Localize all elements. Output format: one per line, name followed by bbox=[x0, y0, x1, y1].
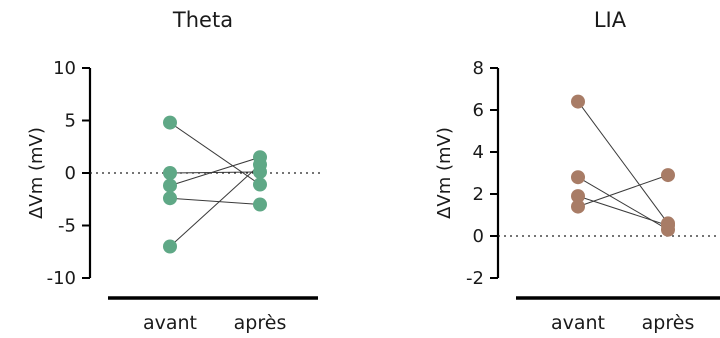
data-point-avant bbox=[571, 189, 585, 204]
data-point-apres bbox=[253, 157, 267, 172]
data-point-avant bbox=[163, 239, 177, 254]
data-point-avant bbox=[163, 166, 177, 180]
pair-line bbox=[577, 174, 669, 208]
data-point-avant bbox=[571, 170, 585, 185]
data-point-avant bbox=[163, 191, 177, 206]
y-tick-label: 0 bbox=[65, 163, 76, 184]
pair-line bbox=[577, 101, 669, 224]
y-tick-label: -2 bbox=[466, 268, 484, 289]
y-tick-label: 6 bbox=[473, 100, 484, 121]
chart-title: Theta bbox=[172, 8, 233, 32]
y-axis-label: ΔVm (mV) bbox=[434, 127, 455, 219]
x-category-label: après bbox=[642, 312, 695, 334]
y-tick-label: 5 bbox=[65, 111, 76, 132]
y-tick-label: -10 bbox=[47, 268, 76, 289]
data-point-apres bbox=[661, 168, 675, 183]
data-point-avant bbox=[571, 199, 585, 214]
data-point-avant bbox=[163, 115, 177, 130]
y-tick-label: 4 bbox=[473, 142, 484, 163]
y-tick-label: 8 bbox=[473, 58, 484, 79]
pair-line bbox=[169, 164, 261, 247]
pair-line bbox=[169, 197, 261, 205]
data-point-avant bbox=[571, 94, 585, 109]
data-point-apres bbox=[253, 177, 267, 192]
x-category-label: après bbox=[234, 312, 287, 334]
x-category-label: avant bbox=[143, 312, 197, 334]
y-tick-label: 2 bbox=[473, 184, 484, 205]
pair-line bbox=[169, 171, 261, 174]
pair-line bbox=[577, 195, 669, 226]
panel-theta: Theta ΔVm (mV) 10 5 0 -5 -10 avant après bbox=[26, 8, 322, 334]
pair-line bbox=[169, 156, 261, 187]
y-tick-label: 10 bbox=[53, 58, 76, 79]
y-axis-label: ΔVm (mV) bbox=[26, 127, 47, 219]
data-point-apres bbox=[661, 218, 675, 233]
data-point-apres bbox=[253, 197, 267, 212]
data-point-avant bbox=[163, 178, 177, 193]
pair-line bbox=[169, 122, 261, 185]
pair-line bbox=[577, 176, 669, 231]
y-tick-label: -5 bbox=[58, 216, 76, 237]
chart-title: LIA bbox=[594, 8, 627, 32]
x-category-label: avant bbox=[551, 312, 605, 334]
panel-lia: LIA ΔVm (mV) 8 6 4 2 0 -2 avant après bbox=[434, 8, 720, 334]
y-tick-label: 0 bbox=[473, 226, 484, 247]
